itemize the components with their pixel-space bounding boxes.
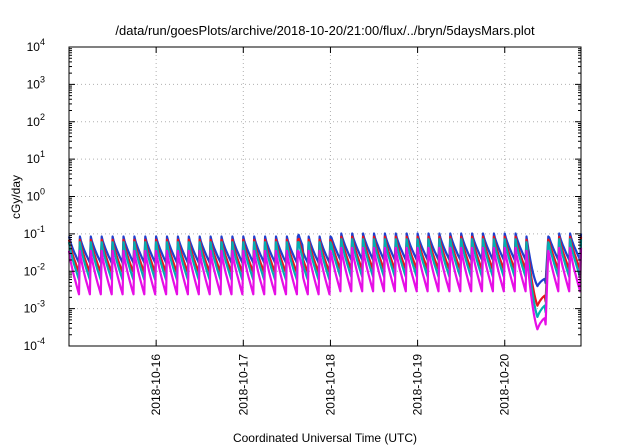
y-tick-label: 102 xyxy=(27,112,45,129)
x-tick-label: 2018-10-18 xyxy=(323,354,337,416)
axes: 10-4 10-3 10-2 10-1 100 101 102 103 104 2018-10-1… xyxy=(24,37,581,415)
y-tick-label: 10-3 xyxy=(24,299,45,316)
y-tick-label: 101 xyxy=(27,149,45,166)
y-tick-label: 100 xyxy=(27,187,45,204)
x-tick-label: 2018-10-19 xyxy=(411,354,425,416)
series-line xyxy=(67,232,583,288)
x-axis-label: Coordinated Universal Time (UTC) xyxy=(233,431,417,445)
chart-title: /data/run/goesPlots/archive/2018-10-20/2… xyxy=(115,23,535,38)
grid xyxy=(69,47,581,346)
series-line xyxy=(67,238,583,318)
series-line xyxy=(67,246,583,331)
y-tick-label: 104 xyxy=(27,37,45,54)
series-lines xyxy=(67,232,583,331)
y-tick-label: 10-4 xyxy=(24,336,45,353)
x-tick-label: 2018-10-17 xyxy=(236,354,250,416)
y-tick-label: 103 xyxy=(27,74,45,91)
y-tick-label: 10-2 xyxy=(24,261,45,278)
y-tick-label: 10-1 xyxy=(24,224,45,241)
x-tick-label: 2018-10-20 xyxy=(498,354,512,416)
x-tick-label: 2018-10-16 xyxy=(149,354,163,416)
y-axis-label: cGy/day xyxy=(9,175,23,219)
